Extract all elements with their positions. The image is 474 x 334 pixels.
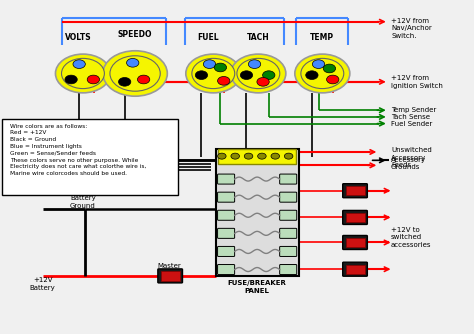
- FancyBboxPatch shape: [158, 269, 182, 283]
- Text: Fuel Sender: Fuel Sender: [391, 121, 432, 127]
- Circle shape: [214, 63, 227, 72]
- Circle shape: [62, 58, 104, 89]
- Circle shape: [323, 64, 336, 73]
- Circle shape: [218, 153, 226, 159]
- Circle shape: [248, 60, 261, 68]
- Text: Accessory
Grounds: Accessory Grounds: [391, 157, 426, 170]
- Circle shape: [65, 75, 77, 84]
- FancyBboxPatch shape: [218, 174, 235, 184]
- Text: SPEEDO: SPEEDO: [118, 30, 152, 39]
- Circle shape: [284, 153, 293, 159]
- Circle shape: [301, 58, 344, 89]
- FancyBboxPatch shape: [218, 210, 235, 220]
- Bar: [218, 149, 296, 164]
- Text: +12V
Battery: +12V Battery: [30, 277, 55, 291]
- Circle shape: [127, 58, 139, 67]
- Text: FUSE/BREAKER
PANEL: FUSE/BREAKER PANEL: [228, 281, 287, 294]
- FancyBboxPatch shape: [218, 192, 235, 202]
- Circle shape: [218, 76, 230, 85]
- Text: VOLTS: VOLTS: [65, 33, 91, 42]
- Circle shape: [263, 71, 275, 79]
- Bar: [346, 186, 365, 195]
- FancyBboxPatch shape: [343, 235, 367, 249]
- Circle shape: [237, 58, 280, 89]
- FancyBboxPatch shape: [280, 246, 297, 257]
- Text: TACH: TACH: [247, 33, 270, 42]
- Text: +12V from
Nav/Anchor
Switch.: +12V from Nav/Anchor Switch.: [391, 18, 432, 39]
- Circle shape: [271, 153, 280, 159]
- Circle shape: [327, 75, 339, 84]
- FancyBboxPatch shape: [343, 210, 367, 224]
- Circle shape: [257, 77, 269, 86]
- Bar: [346, 213, 365, 222]
- Circle shape: [231, 153, 239, 159]
- Text: Tach Sense: Tach Sense: [391, 114, 430, 120]
- Circle shape: [110, 56, 160, 91]
- Text: Battery
Ground: Battery Ground: [70, 195, 96, 209]
- FancyBboxPatch shape: [280, 192, 297, 202]
- Circle shape: [103, 51, 167, 96]
- FancyBboxPatch shape: [343, 262, 367, 276]
- Circle shape: [306, 71, 318, 79]
- Circle shape: [295, 54, 350, 93]
- Text: FUEL: FUEL: [198, 33, 219, 42]
- FancyBboxPatch shape: [2, 119, 178, 195]
- Text: TEMP: TEMP: [310, 33, 334, 42]
- Text: Wire colors are as follows:
Red = +12V
Black = Ground
Blue = Instrument lights
G: Wire colors are as follows: Red = +12V B…: [10, 124, 147, 176]
- Circle shape: [73, 60, 85, 68]
- Text: Unswitched
Accessory
Feeds: Unswitched Accessory Feeds: [391, 148, 432, 168]
- FancyBboxPatch shape: [280, 265, 297, 275]
- FancyBboxPatch shape: [343, 184, 367, 198]
- Circle shape: [231, 54, 286, 93]
- Circle shape: [258, 153, 266, 159]
- Circle shape: [312, 60, 325, 68]
- FancyBboxPatch shape: [280, 174, 297, 184]
- FancyBboxPatch shape: [218, 265, 235, 275]
- Text: Master: Master: [158, 263, 182, 269]
- Text: +12V from
Ignition Switch: +12V from Ignition Switch: [391, 75, 443, 89]
- Circle shape: [195, 71, 208, 79]
- Bar: [346, 238, 365, 247]
- Bar: [216, 149, 299, 276]
- FancyBboxPatch shape: [280, 210, 297, 220]
- Circle shape: [55, 54, 110, 93]
- Circle shape: [203, 60, 216, 68]
- Circle shape: [87, 75, 100, 84]
- FancyBboxPatch shape: [218, 246, 235, 257]
- FancyBboxPatch shape: [218, 228, 235, 238]
- Text: Temp Sender: Temp Sender: [391, 107, 436, 113]
- Circle shape: [137, 75, 150, 84]
- Text: +12V to
switched
accessories: +12V to switched accessories: [391, 227, 431, 247]
- Circle shape: [240, 71, 253, 79]
- Circle shape: [118, 77, 131, 86]
- FancyBboxPatch shape: [280, 228, 297, 238]
- Bar: [161, 271, 180, 281]
- Bar: [346, 265, 365, 274]
- Circle shape: [244, 153, 253, 159]
- Circle shape: [186, 54, 241, 93]
- Circle shape: [192, 58, 235, 89]
